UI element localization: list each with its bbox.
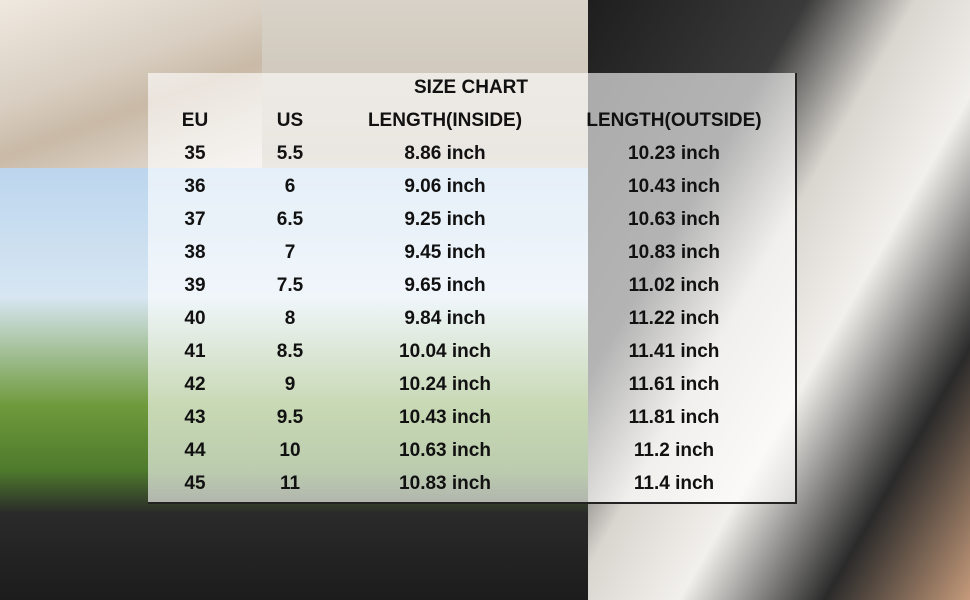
- table-cell: 10.23 inch: [628, 143, 720, 164]
- table-cell: 10.83 inch: [628, 242, 720, 263]
- table-cell: 5.5: [276, 143, 304, 164]
- table-cell: 8.86 inch: [404, 143, 486, 164]
- table-cell: 41: [184, 341, 206, 362]
- table-cell: 40: [184, 308, 206, 329]
- table-cell: 11.61 inch: [628, 374, 720, 395]
- table-cell: 35: [184, 143, 206, 164]
- table-cell: 11.41 inch: [628, 341, 720, 362]
- table-cell: 45: [184, 473, 206, 494]
- table-cell: 37: [184, 209, 206, 230]
- table-cell: 9.65 inch: [404, 275, 486, 296]
- table-cell: 6: [284, 176, 296, 197]
- table-cell: 36: [184, 176, 206, 197]
- table-cell: 11: [279, 473, 301, 494]
- column-header: EU: [181, 110, 209, 131]
- table-cell: 10.63 inch: [628, 209, 720, 230]
- table-cell: 39: [184, 275, 206, 296]
- table-cell: 11.4 inch: [633, 473, 715, 494]
- table-cell: 44: [184, 440, 206, 461]
- size-chart-panel: [148, 73, 797, 504]
- table-cell: 8.5: [276, 341, 304, 362]
- table-cell: 43: [184, 407, 206, 428]
- table-cell: 10.04 inch: [399, 341, 491, 362]
- table-cell: 9.84 inch: [404, 308, 486, 329]
- column-header: US: [276, 110, 304, 131]
- table-cell: 9.06 inch: [404, 176, 486, 197]
- table-cell: 11.22 inch: [628, 308, 720, 329]
- table-cell: 10.43 inch: [628, 176, 720, 197]
- table-cell: 7: [284, 242, 296, 263]
- table-cell: 10: [279, 440, 301, 461]
- table-cell: 11.81 inch: [628, 407, 720, 428]
- table-cell: 9.5: [276, 407, 304, 428]
- table-cell: 38: [184, 242, 206, 263]
- column-header: LENGTH(OUTSIDE): [586, 110, 762, 131]
- table-cell: 10.43 inch: [399, 407, 491, 428]
- column-header: LENGTH(INSIDE): [367, 110, 523, 131]
- table-cell: 10.63 inch: [399, 440, 491, 461]
- table-cell: 9.25 inch: [404, 209, 486, 230]
- table-cell: 9: [284, 374, 296, 395]
- table-cell: 9.45 inch: [404, 242, 486, 263]
- table-cell: 11.02 inch: [628, 275, 720, 296]
- table-cell: 10.83 inch: [399, 473, 491, 494]
- table-cell: 6.5: [276, 209, 304, 230]
- table-cell: 8: [284, 308, 296, 329]
- table-cell: 42: [184, 374, 206, 395]
- table-cell: 10.24 inch: [399, 374, 491, 395]
- chart-title: SIZE CHART: [414, 77, 528, 98]
- table-cell: 11.2 inch: [633, 440, 715, 461]
- table-cell: 7.5: [276, 275, 304, 296]
